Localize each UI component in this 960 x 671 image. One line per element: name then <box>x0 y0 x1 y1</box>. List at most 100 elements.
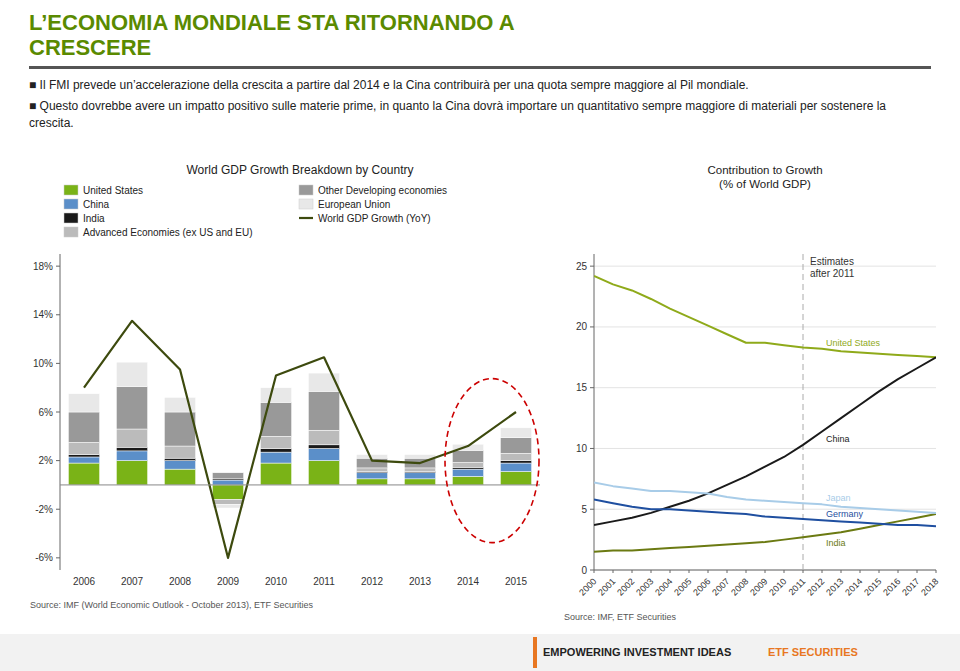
bar-segment <box>68 463 99 485</box>
x-tick <box>841 570 842 573</box>
bar-segment <box>116 461 147 485</box>
x-tick-label: 2012 <box>805 576 826 597</box>
y-tick <box>56 412 60 413</box>
separator <box>29 66 931 69</box>
x-tick <box>651 570 652 573</box>
x-tick-label: 2014 <box>843 576 864 597</box>
bar-segment <box>164 458 195 460</box>
bar-segment <box>500 461 531 463</box>
bar-segment <box>212 473 243 479</box>
x-tick-label: 2000 <box>577 576 598 597</box>
bar-segment <box>260 436 291 448</box>
series-label: Germany <box>826 509 864 519</box>
y-tick <box>590 509 594 510</box>
x-tick <box>765 570 766 573</box>
x-tick-label: 2010 <box>767 576 788 597</box>
x-tick <box>936 570 937 573</box>
bar-segment <box>68 455 99 457</box>
y-tick-label: 2% <box>39 455 54 466</box>
text-line: World GDP Growth Breakdown by Country <box>187 163 414 177</box>
legend-label: United States <box>83 185 143 196</box>
chart-line: Contribution to Growth(% of World GDP)05… <box>560 160 952 625</box>
bar-segment <box>308 391 339 430</box>
plot-marks <box>68 321 531 558</box>
text-line: Estimates <box>810 256 854 267</box>
text-line: after 2011 <box>810 268 855 279</box>
bar-segment <box>452 476 483 485</box>
x-tick-label: 2009 <box>748 576 769 597</box>
bullet-text: ■ Questo dovrebbe avere un impatto posit… <box>29 98 931 132</box>
bullets: ■ Il FMI prevede un’accelerazione della … <box>29 77 931 135</box>
y-tick-label: 6% <box>39 407 54 418</box>
bar-segment <box>116 386 147 429</box>
bar-segment <box>260 388 291 403</box>
bar-segment <box>308 445 339 449</box>
footer-accent <box>533 637 537 668</box>
x-tick-label: 2009 <box>217 576 240 587</box>
legend: United StatesChinaIndiaAdvanced Economie… <box>64 185 447 238</box>
bar-segment <box>356 455 387 459</box>
x-tick-label: 2014 <box>457 576 480 587</box>
bar-segment <box>68 412 99 442</box>
bar-segment <box>116 429 147 447</box>
y-axis-line <box>594 254 595 570</box>
line-series <box>84 321 516 558</box>
y-tick-label: 0 <box>581 565 587 576</box>
x-tick-label: 2017 <box>900 576 921 597</box>
x-tick <box>917 570 918 573</box>
series-label: Japan <box>826 493 851 503</box>
bar-segment <box>164 461 195 470</box>
chart-bar: World GDP Growth Breakdown by Country -6%… <box>18 160 552 625</box>
grid-line <box>594 266 936 267</box>
legend-label: Advanced Economies (ex US and EU) <box>83 227 253 238</box>
text-line: Source: IMF (World Economic Outlook - Oc… <box>30 600 313 610</box>
bar-segment <box>164 412 195 446</box>
line-series <box>594 276 936 357</box>
reference-line <box>803 254 804 570</box>
x-tick-label: 2001 <box>596 576 617 597</box>
x-tick-label: 2010 <box>265 576 288 587</box>
y-tick <box>56 314 60 315</box>
bar-segment <box>212 500 243 505</box>
x-tick-label: 2011 <box>313 576 335 587</box>
x-tick <box>898 570 899 573</box>
bar-segment <box>68 442 99 454</box>
y-tick-label: 25 <box>576 261 588 272</box>
x-tick-label: 2015 <box>862 576 883 597</box>
y-tick-label: -6% <box>35 552 53 563</box>
text-line: Contribution to Growth <box>707 164 822 176</box>
x-tick-label: 2011 <box>787 576 808 597</box>
series-label: United States <box>826 338 881 348</box>
x-tick <box>784 570 785 573</box>
bar-segment <box>452 450 483 462</box>
footer: EMPOWERING INVESTMENT IDEASETF SECURITIE… <box>0 634 960 671</box>
bar-segment <box>260 463 291 485</box>
series-label: China <box>826 434 850 444</box>
x-tick <box>822 570 823 573</box>
footer-text: EMPOWERING INVESTMENT IDEAS <box>543 634 731 671</box>
source-note: Source: IMF, ETF Securities <box>564 612 677 622</box>
y-tick <box>590 266 594 267</box>
x-tick-label: 2012 <box>361 576 384 587</box>
x-tick-label: 2007 <box>710 576 731 597</box>
bullet-text: ■ Il FMI prevede un’accelerazione della … <box>29 77 931 94</box>
y-tick-label: 10 <box>576 443 588 454</box>
bar-segment <box>356 473 387 479</box>
bar-segment <box>68 457 99 463</box>
bar-segment <box>212 480 243 485</box>
bar-segment <box>164 446 195 458</box>
chart-title: Contribution to Growth(% of World GDP) <box>707 164 822 190</box>
bar-segment <box>260 452 291 463</box>
line-series <box>594 514 936 552</box>
page: L’ECONOMIA MONDIALE STA RITORNANDO A CRE… <box>0 0 960 671</box>
y-tick-label: 10% <box>33 358 53 369</box>
legend-swatch <box>64 213 78 223</box>
legend-swatch <box>64 185 78 195</box>
legend-label: European Union <box>318 199 390 210</box>
x-tick <box>803 570 804 573</box>
bar-segment <box>356 468 387 472</box>
bar-segment <box>68 394 99 412</box>
x-tick <box>860 570 861 573</box>
bar-segment <box>116 362 147 386</box>
bar-segment <box>356 479 387 485</box>
